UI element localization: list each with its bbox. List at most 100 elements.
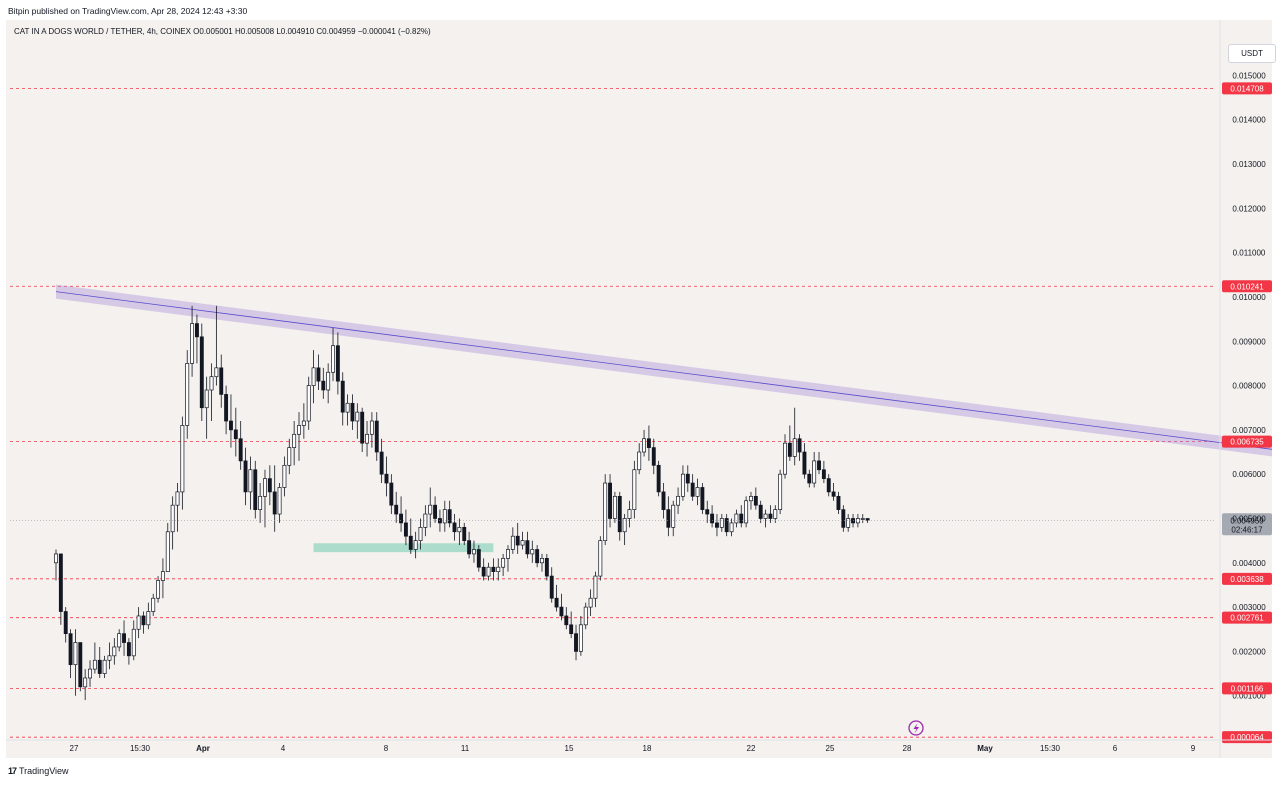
candle-body bbox=[564, 615, 569, 626]
candle-body bbox=[437, 518, 442, 524]
candle-body bbox=[326, 371, 331, 391]
lightning-icon[interactable] bbox=[908, 720, 924, 736]
candle-body bbox=[452, 522, 457, 533]
candle-body bbox=[78, 642, 83, 688]
candle-body bbox=[151, 597, 156, 612]
support-zone bbox=[313, 543, 494, 553]
candle-body bbox=[715, 522, 719, 528]
price-level-label: 0.000064 bbox=[1230, 733, 1264, 742]
y-tick-label: 0.013000 bbox=[1232, 160, 1266, 169]
candle-body bbox=[170, 504, 175, 533]
price-level-label: 0.002761 bbox=[1230, 614, 1264, 623]
candle-body bbox=[136, 615, 141, 630]
candle-body bbox=[710, 513, 715, 524]
candle-body bbox=[180, 425, 185, 493]
candle-body bbox=[248, 469, 253, 493]
candle-body bbox=[413, 540, 418, 550]
symbol-legend: CAT IN A DOGS WORLD / TETHER, 4h, COINEX… bbox=[14, 27, 431, 36]
candle-body bbox=[457, 526, 462, 533]
current-price-label: 0.004959 bbox=[1230, 516, 1264, 525]
candle-body bbox=[676, 495, 681, 506]
y-tick-label: 0.006000 bbox=[1232, 470, 1266, 479]
candle-body bbox=[331, 345, 335, 373]
candle-body bbox=[282, 464, 287, 488]
price-level-label: 0.003638 bbox=[1230, 575, 1264, 584]
candle-body bbox=[462, 526, 467, 541]
candle-body bbox=[160, 571, 165, 581]
candle-body bbox=[860, 518, 865, 520]
candle-body bbox=[126, 642, 131, 657]
candle-body bbox=[97, 659, 102, 674]
candle-body bbox=[544, 558, 549, 577]
candle-body bbox=[394, 504, 399, 515]
candle-body bbox=[719, 518, 724, 528]
candle-body bbox=[63, 611, 68, 635]
candle-body bbox=[428, 504, 433, 515]
candle-body bbox=[117, 633, 122, 648]
candle-body bbox=[612, 495, 617, 519]
price-axis: 0.015000 0.014000 0.013000 0.012000 0.011000… bbox=[1219, 20, 1272, 758]
candle-body bbox=[520, 540, 525, 546]
x-tick-label: 4 bbox=[281, 744, 286, 753]
candle-body bbox=[54, 553, 58, 564]
currency-button[interactable]: USDT bbox=[1228, 44, 1276, 63]
current-price-tag bbox=[1222, 513, 1272, 536]
price-level-label: 0.001166 bbox=[1231, 684, 1264, 693]
candle-body bbox=[83, 677, 88, 688]
candle-body bbox=[224, 394, 229, 422]
candle-body bbox=[787, 442, 792, 457]
candle-body bbox=[238, 438, 243, 462]
price-level-tag bbox=[1222, 682, 1272, 695]
y-tick-label: 0.010000 bbox=[1232, 293, 1266, 302]
candle-body bbox=[73, 642, 78, 666]
candle-body bbox=[199, 336, 204, 409]
y-tick-label: 0.008000 bbox=[1232, 382, 1266, 391]
candle-body bbox=[277, 487, 282, 515]
candle-body bbox=[233, 429, 238, 440]
candle-body bbox=[753, 495, 758, 506]
candle-body bbox=[695, 487, 700, 497]
x-tick-label: 27 bbox=[70, 744, 79, 753]
candle-body bbox=[58, 553, 63, 612]
candle-body bbox=[812, 460, 817, 484]
candle-body bbox=[821, 469, 826, 479]
y-tick-label: 0.004000 bbox=[1232, 559, 1266, 568]
candle-body bbox=[739, 513, 744, 524]
price-level-label: 0.010241 bbox=[1230, 282, 1264, 291]
x-tick-label: 18 bbox=[643, 744, 652, 753]
candle-body bbox=[758, 504, 763, 519]
candle-body bbox=[778, 473, 783, 510]
x-tick-label: 22 bbox=[747, 744, 756, 753]
chart-panel[interactable]: 0.004959 02:46:17 0.015000 0.014000 0.01300… bbox=[6, 20, 1276, 758]
candle-body bbox=[807, 473, 812, 484]
candle-body bbox=[661, 491, 666, 510]
candle-body bbox=[379, 451, 384, 475]
candle-body bbox=[530, 549, 535, 555]
candle-body bbox=[467, 540, 472, 555]
candle-body bbox=[175, 491, 180, 506]
candle-body bbox=[855, 518, 860, 524]
candle-body bbox=[729, 522, 734, 533]
candle-body bbox=[535, 549, 540, 564]
candle-body bbox=[578, 624, 583, 652]
candle-body bbox=[447, 509, 452, 524]
x-tick-label: 15:30 bbox=[1040, 744, 1061, 753]
candle-body bbox=[360, 411, 365, 444]
tradingview-brand[interactable]: 17 TradingView bbox=[8, 766, 69, 776]
candle-body bbox=[622, 518, 627, 533]
candle-body bbox=[267, 478, 272, 493]
candle-body bbox=[598, 540, 603, 577]
candle-body bbox=[632, 469, 637, 510]
candle-body bbox=[345, 402, 350, 413]
x-tick-label: 9 bbox=[1191, 744, 1196, 753]
candle-body bbox=[700, 487, 705, 510]
candle-body bbox=[569, 624, 574, 635]
candle-body bbox=[549, 575, 554, 599]
candle-body bbox=[768, 513, 773, 519]
candle-body bbox=[263, 478, 267, 497]
candle-body bbox=[258, 495, 263, 510]
candle-body bbox=[705, 509, 710, 515]
support-zone-layer bbox=[313, 543, 494, 553]
publisher-info: Bitpin published on TradingView.com, Apr… bbox=[8, 6, 248, 16]
